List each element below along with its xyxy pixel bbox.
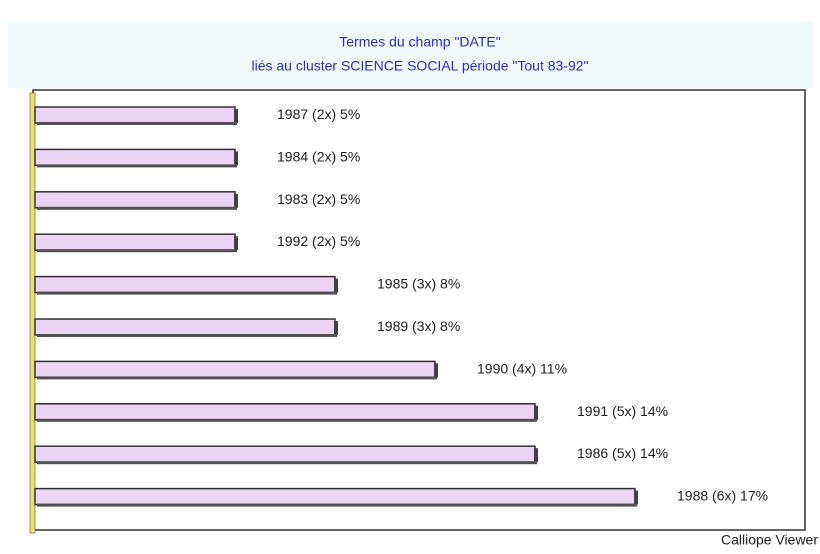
category-label: 1989: [377, 318, 408, 334]
bar-bottom: [37, 291, 337, 295]
bar-bottom: [37, 503, 637, 507]
bar-label: 1983 (2x) 5%: [277, 191, 360, 207]
category-label: 1983: [277, 191, 308, 207]
category-label: 1988: [677, 487, 708, 503]
bar: [34, 148, 236, 167]
bar-bottom: [37, 418, 537, 422]
bar-side: [234, 236, 238, 251]
category-label: 1987: [277, 106, 308, 122]
category-label: 1992: [277, 233, 308, 249]
bar-label: 1988 (6x) 17%: [677, 487, 768, 503]
bar-side: [234, 109, 238, 123]
bar-label: 1992 (2x) 5%: [277, 233, 360, 249]
bar-bottom: [37, 376, 437, 380]
bar-side: [434, 363, 438, 378]
chart-subtitle: liés au cluster SCIENCE SOCIAL période "…: [251, 58, 588, 74]
category-label: 1984: [277, 148, 308, 164]
bar: [34, 233, 236, 251]
bar-label: 1989 (3x) 8%: [377, 318, 460, 334]
value-label: (5x) 14%: [612, 445, 668, 461]
bar-side: [534, 405, 538, 420]
bar-side: [634, 490, 638, 505]
bar: [34, 360, 436, 379]
bar-label: 1986 (5x) 14%: [577, 445, 668, 461]
chart-title: Termes du champ "DATE": [339, 34, 500, 50]
category-label: 1985: [377, 275, 408, 291]
category-label: 1990: [477, 360, 508, 376]
value-label: (2x) 5%: [312, 191, 360, 207]
value-label: (5x) 14%: [612, 403, 668, 419]
bar-label: 1987 (2x) 5%: [277, 106, 360, 122]
bar: [34, 403, 536, 421]
bar-label: 1984 (2x) 5%: [277, 148, 360, 164]
value-label: (3x) 8%: [412, 275, 460, 291]
bar-side: [334, 278, 338, 293]
value-label: (2x) 5%: [312, 233, 360, 249]
value-label: (3x) 8%: [412, 318, 460, 334]
bar-bottom: [37, 164, 237, 168]
value-label: (2x) 5%: [312, 106, 360, 122]
category-label: 1991: [577, 403, 608, 419]
bar: [34, 318, 336, 336]
source: Calliope Viewer: [721, 532, 818, 548]
title-band: [8, 22, 814, 88]
value-label: (2x) 5%: [312, 148, 360, 164]
bar-label: 1990 (4x) 11%: [477, 360, 567, 376]
bar-side: [234, 151, 238, 166]
bar-bottom: [37, 122, 237, 125]
bar: [34, 106, 236, 124]
bar-side: [534, 448, 538, 463]
bar-label: 1991 (5x) 14%: [577, 403, 668, 419]
bar-bottom: [37, 461, 537, 465]
value-label: (6x) 17%: [712, 487, 768, 503]
bar: [34, 487, 636, 506]
bar: [34, 275, 336, 294]
bar: [34, 191, 236, 209]
bar-bottom: [37, 249, 237, 253]
category-label: 1986: [577, 445, 608, 461]
bar-side: [234, 193, 238, 208]
bar-side: [334, 321, 338, 335]
bar-bottom: [37, 334, 337, 337]
bar-bottom: [37, 206, 237, 210]
bar-label: 1985 (3x) 8%: [377, 275, 460, 291]
axis-wall: [29, 92, 36, 534]
value-label: (4x) 11%: [512, 360, 567, 376]
bar: [34, 445, 536, 463]
